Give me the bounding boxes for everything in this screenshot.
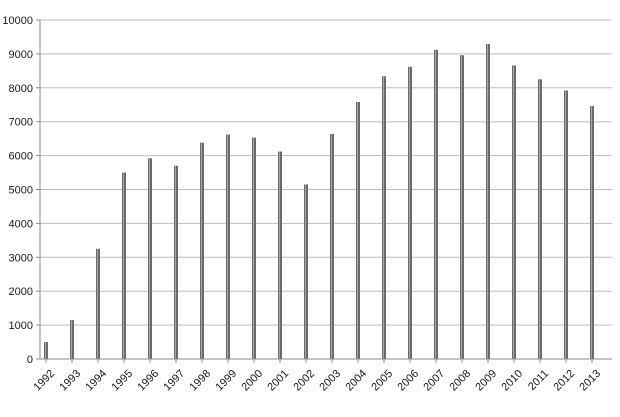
bar-highlight-2012 bbox=[565, 90, 566, 360]
x-tick-label: 2012 bbox=[551, 368, 577, 394]
x-tick-label: 1994 bbox=[83, 368, 109, 394]
bar-highlight-2005 bbox=[383, 76, 384, 360]
bar-highlight-1994 bbox=[97, 248, 98, 359]
bar-highlight-1993 bbox=[71, 320, 72, 359]
y-tick-label: 2000 bbox=[9, 286, 33, 298]
bar-highlight-1992 bbox=[45, 342, 46, 359]
bar-highlight-2011 bbox=[539, 79, 540, 359]
bar-highlight-2007 bbox=[435, 49, 436, 359]
y-tick-label: 1000 bbox=[9, 320, 33, 332]
x-tick-label: 2002 bbox=[291, 368, 317, 394]
y-axis-ticks: 0 1000 2000 3000 4000 5000 6000 7000 8000 9000 100… bbox=[2, 15, 40, 366]
y-tick-label: 7000 bbox=[9, 117, 33, 129]
y-tick-label: 0 bbox=[27, 354, 33, 366]
x-tick-label: 2009 bbox=[473, 368, 499, 394]
bar-highlight-2002 bbox=[305, 184, 306, 359]
x-tick-label: 1998 bbox=[187, 368, 213, 394]
bar-highlight-2013 bbox=[591, 106, 592, 359]
bar-highlight-2006 bbox=[409, 66, 410, 360]
bar-highlight-2008 bbox=[461, 55, 462, 359]
bar-highlight-2004 bbox=[357, 102, 358, 360]
x-tick-label: 1996 bbox=[135, 368, 161, 394]
x-tick-label: 2005 bbox=[369, 368, 395, 394]
y-tick-label: 6000 bbox=[9, 151, 33, 163]
x-tick-label: 2003 bbox=[317, 368, 343, 394]
y-tick-label: 5000 bbox=[9, 185, 33, 197]
x-tick-label: 1993 bbox=[57, 368, 83, 394]
bar-highlight-2009 bbox=[487, 44, 488, 359]
x-tick-label: 2004 bbox=[343, 368, 369, 394]
bars bbox=[44, 44, 594, 360]
x-tick-label: 2008 bbox=[447, 368, 473, 394]
x-tick-label: 2013 bbox=[577, 368, 603, 394]
bar-highlight-2003 bbox=[331, 133, 332, 359]
bar-highlight-1997 bbox=[175, 165, 176, 359]
x-tick-label: 2000 bbox=[239, 368, 265, 394]
bar-highlight-2010 bbox=[513, 65, 514, 360]
x-tick-label: 1992 bbox=[31, 368, 57, 394]
bar-highlight-1996 bbox=[149, 158, 150, 359]
y-tick-label: 4000 bbox=[9, 218, 33, 230]
y-tick-label: 9000 bbox=[9, 49, 33, 61]
x-tick-label: 2006 bbox=[395, 368, 421, 394]
bar-highlight-2000 bbox=[253, 137, 254, 359]
x-tick-label: 1999 bbox=[213, 368, 239, 394]
x-tick-label: 1995 bbox=[109, 368, 135, 394]
x-tick-label: 1997 bbox=[161, 368, 187, 394]
gridlines bbox=[40, 19, 612, 326]
x-tick-label: 2011 bbox=[526, 368, 551, 393]
x-axis-ticks: 1992 1993 1994 1995 1996 1997 1998 1999 2000 2001… bbox=[31, 359, 603, 394]
x-tick-label: 2007 bbox=[421, 368, 447, 394]
y-tick-label: 8000 bbox=[9, 83, 33, 95]
y-tick-label: 3000 bbox=[9, 252, 33, 264]
y-tick-label: 10000 bbox=[2, 15, 33, 27]
bar-highlight-1995 bbox=[123, 172, 124, 359]
x-tick-label: 2010 bbox=[499, 368, 525, 394]
bar-highlight-1999 bbox=[227, 134, 228, 359]
bar-highlight-2001 bbox=[279, 151, 280, 359]
x-tick-label: 2001 bbox=[265, 368, 291, 394]
bar-highlight-1998 bbox=[201, 142, 202, 359]
